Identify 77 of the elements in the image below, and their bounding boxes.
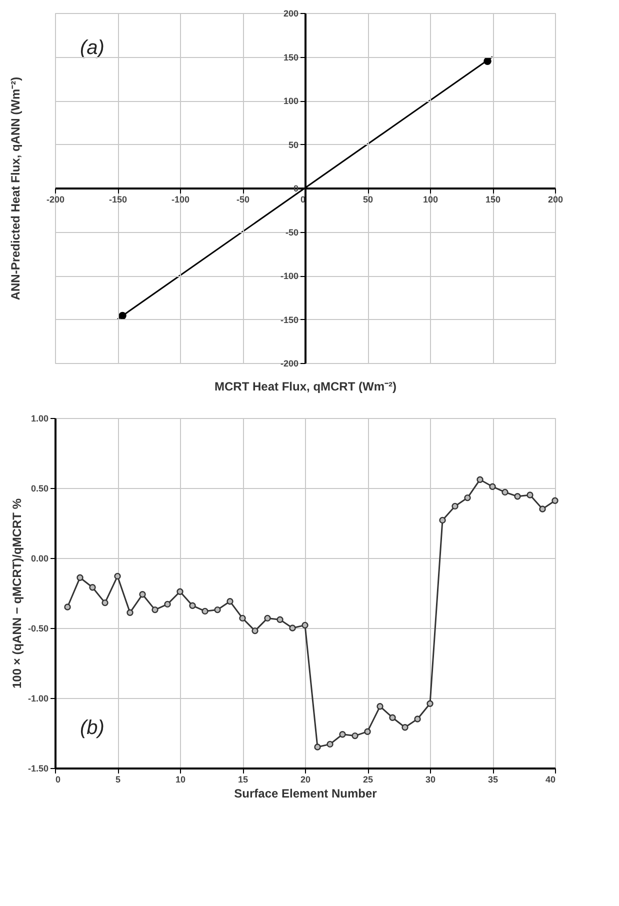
point [202,608,208,615]
point [252,627,258,634]
point [389,714,396,721]
point [439,516,446,524]
y-tick-label: -50 [285,227,298,238]
x-axis-title: MCRT Heat Flux, qMCRT (Wm⁻²) [214,380,396,394]
y-axis-title: 100 × (qANN − qMCRT)/qMCRT % [10,498,24,689]
x-tick-label: 30 [425,774,436,784]
x-tick-label: -100 [171,194,190,204]
point [276,616,284,623]
point [302,622,308,629]
x-tick-label: 10 [175,774,186,784]
point [402,724,408,731]
x-axis-title: Surface Element Number [234,786,378,800]
y-tick-label: 150 [283,52,298,62]
x-tick-label: -50 [236,194,250,204]
point [326,740,334,748]
point [526,492,534,498]
point [139,591,146,598]
y-tick-label: 0.00 [30,554,48,564]
point [502,488,508,496]
point [214,606,221,614]
point [414,716,421,722]
y-tick-label: 200 [283,8,298,18]
y-tick-label: 100 [283,96,298,106]
point [314,744,321,750]
point [89,584,96,591]
x-tick-label: 15 [238,774,248,784]
y-tick-label: -150 [280,314,298,325]
point [226,598,234,605]
x-tick-label: -200 [46,194,65,204]
y-tick-label: -0.50 [28,624,48,634]
point [64,604,71,610]
y-tick-label: -1.00 [28,694,48,704]
point [239,614,246,622]
x-tick-label: 40 [545,774,556,784]
y-tick-label: -100 [280,271,298,281]
point [514,493,521,500]
x-tick-label: 25 [362,774,374,784]
x-tick-label: 35 [488,774,498,784]
point [102,599,108,606]
x-tick-label: 50 [362,194,374,204]
point [126,609,134,616]
x-tick-label: 200 [548,194,564,204]
y-tick-label: -200 [280,358,298,368]
point [176,588,184,595]
y-axis-title: ANN-Predicted Heat Flux, qANN (Wm⁻²) [8,76,22,300]
point [164,600,171,608]
y-tick-label: 0.50 [30,484,48,494]
point [476,476,484,483]
point [552,497,558,504]
point [352,732,358,740]
x-tick-label: 100 [422,194,438,204]
point [114,572,121,580]
point [539,506,546,512]
annotation: (a) [80,37,104,59]
x-tick-label: 20 [300,774,311,784]
x-tick-label: 0 [56,774,61,784]
point [489,483,496,490]
point [376,703,384,710]
point [464,494,471,502]
x-tick-label: 5 [115,774,121,784]
y-tick-label: 1.00 [30,414,48,424]
point [426,700,434,707]
point [76,574,84,581]
annotation: (b) [80,717,104,739]
point [452,502,458,510]
point [339,731,346,738]
point [289,624,296,632]
point [189,602,196,609]
point [364,728,371,735]
point [264,614,271,622]
point [152,606,158,614]
y-tick-label: 50 [288,140,298,150]
x-tick-label: 150 [485,194,501,204]
y-tick-label: -1.50 [28,764,48,774]
x-tick-label: -150 [108,194,128,204]
